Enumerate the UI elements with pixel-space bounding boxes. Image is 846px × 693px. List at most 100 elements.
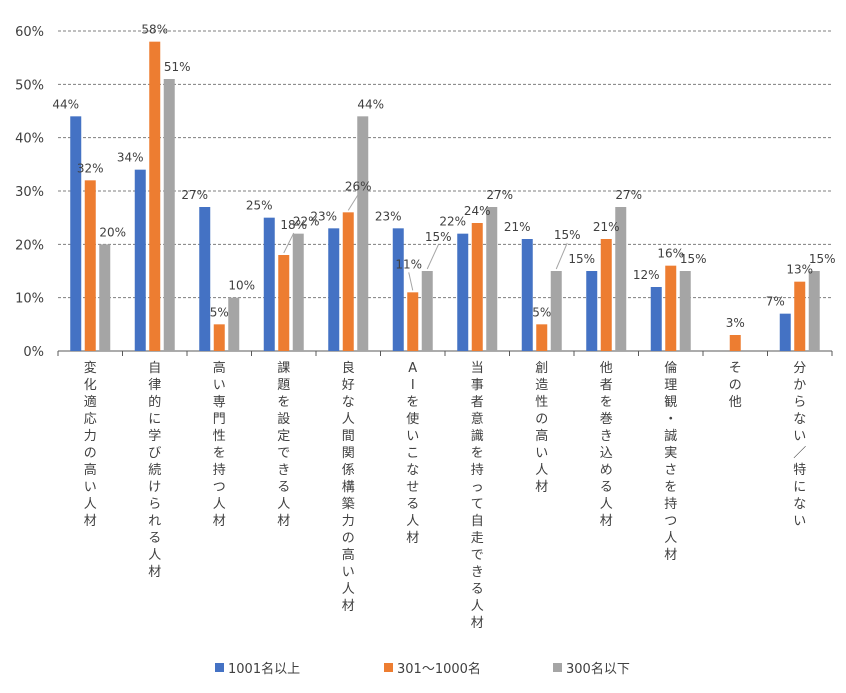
bar-0-11 <box>779 313 791 351</box>
bar-2-6 <box>486 207 498 351</box>
data-label: 22% <box>293 215 320 229</box>
bar-1-5 <box>407 292 419 351</box>
bar-1-9 <box>665 265 677 351</box>
bar-1-0 <box>84 180 96 351</box>
data-label: 7% <box>766 295 785 309</box>
bar-0-4 <box>328 228 340 351</box>
y-tick-label: 20% <box>15 238 44 253</box>
data-label: 18% <box>280 218 307 232</box>
data-labels: 44%32%20%34%58%51%27%5%10%25%18%22%23%26… <box>52 23 835 330</box>
data-label: 24% <box>464 204 491 218</box>
x-category-label: その他 <box>729 361 742 410</box>
leader-line <box>283 232 295 254</box>
data-label: 23% <box>375 209 402 223</box>
bar-1-10 <box>729 335 741 351</box>
data-label: 23% <box>310 209 337 223</box>
data-label: 5% <box>532 305 551 319</box>
bar-0-1 <box>134 169 146 351</box>
data-label: 15% <box>809 252 836 266</box>
bar-2-5 <box>421 271 433 351</box>
x-category-label: A I を使いこなせる人材 <box>406 361 419 546</box>
y-tick-label: 10% <box>15 292 44 307</box>
data-label: 32% <box>77 161 104 175</box>
data-label: 15% <box>554 228 581 242</box>
bar-0-6 <box>457 233 469 351</box>
bar-0-9 <box>650 287 662 351</box>
data-label: 27% <box>181 188 208 202</box>
data-label: 21% <box>504 220 531 234</box>
x-axis: 変化適応力の高い人材 自律的に学び続けられる人材 高い専門性を持つ人材 課題を設定でき… <box>57 351 833 631</box>
legend-label: 301〜1000名 <box>397 661 481 677</box>
bar-2-9 <box>679 271 691 351</box>
x-category-label: 変化適応力の高い人材 <box>84 360 97 529</box>
bar-0-0 <box>70 116 82 351</box>
data-label: 27% <box>615 188 642 202</box>
leader-line <box>408 272 414 291</box>
bar-1-2 <box>213 324 225 351</box>
bar-1-11 <box>794 281 806 351</box>
y-axis: 0% 10% 20% 30% 40% 50% 60% <box>15 25 44 360</box>
bar-0-7 <box>521 239 533 351</box>
bar-2-7 <box>550 271 562 351</box>
leader-line <box>555 242 568 270</box>
data-label: 44% <box>357 97 384 111</box>
leader-line <box>347 194 359 211</box>
legend-swatch <box>215 663 224 672</box>
data-label: 22% <box>439 215 466 229</box>
data-label: 16% <box>657 247 684 261</box>
data-label: 12% <box>633 268 660 282</box>
legend-label: 1001名以上 <box>228 661 300 677</box>
bar-0-3 <box>263 217 275 351</box>
x-category-label: 創造性の高い人材 <box>535 361 548 495</box>
legend-swatch <box>384 663 393 672</box>
x-category-label: 当事者意識を持って自走できる人材 <box>471 361 484 631</box>
bar-2-3 <box>292 233 304 351</box>
data-label: 15% <box>425 230 452 244</box>
x-category-label: 良好な人間関係構築力の高い人材 <box>342 360 355 614</box>
data-label: 10% <box>228 279 255 293</box>
data-label: 25% <box>246 199 273 213</box>
data-label: 15% <box>680 252 707 266</box>
data-label: 20% <box>99 225 126 239</box>
y-tick-label: 60% <box>15 25 44 40</box>
bar-1-8 <box>600 239 612 351</box>
y-tick-label: 0% <box>23 345 44 360</box>
bar-2-1 <box>163 79 175 351</box>
bar-2-8 <box>615 207 627 351</box>
bar-0-8 <box>586 271 598 351</box>
x-category-label: 自律的に学び続けられる人材 <box>148 361 161 580</box>
y-tick-label: 30% <box>15 185 44 200</box>
data-label: 26% <box>345 179 372 193</box>
bar-1-4 <box>342 212 354 351</box>
x-category-label: 倫理観・誠実さを持つ人材 <box>664 361 677 563</box>
data-label: 11% <box>395 257 422 271</box>
data-label: 44% <box>52 97 79 111</box>
leader-line <box>426 244 439 270</box>
x-category-label: 他者を巻き込める人材 <box>600 361 613 529</box>
bars <box>70 41 820 352</box>
bar-2-0 <box>99 244 111 351</box>
legend-label: 300名以下 <box>566 661 630 677</box>
data-label: 3% <box>726 316 745 330</box>
bar-2-11 <box>808 271 820 351</box>
data-label: 58% <box>141 23 168 37</box>
data-label: 21% <box>593 220 620 234</box>
bar-1-7 <box>536 324 548 351</box>
x-category-label: 課題を設定できる人材 <box>277 360 290 529</box>
bar-0-2 <box>199 207 211 351</box>
bar-2-2 <box>228 297 240 351</box>
data-label: 5% <box>210 305 229 319</box>
data-label: 13% <box>786 263 813 277</box>
data-label: 51% <box>164 60 191 74</box>
bar-1-3 <box>278 255 290 351</box>
data-label: 15% <box>568 252 595 266</box>
bar-0-5 <box>392 228 404 351</box>
bar-1-1 <box>149 41 161 352</box>
y-tick-label: 40% <box>15 132 44 147</box>
data-label: 27% <box>486 188 513 202</box>
bar-1-6 <box>471 223 483 351</box>
x-category-label: 高い専門性を持つ人材 <box>213 360 226 529</box>
legend: 1001名以上 301〜1000名 300名以下 <box>215 661 630 677</box>
legend-swatch <box>553 663 562 672</box>
